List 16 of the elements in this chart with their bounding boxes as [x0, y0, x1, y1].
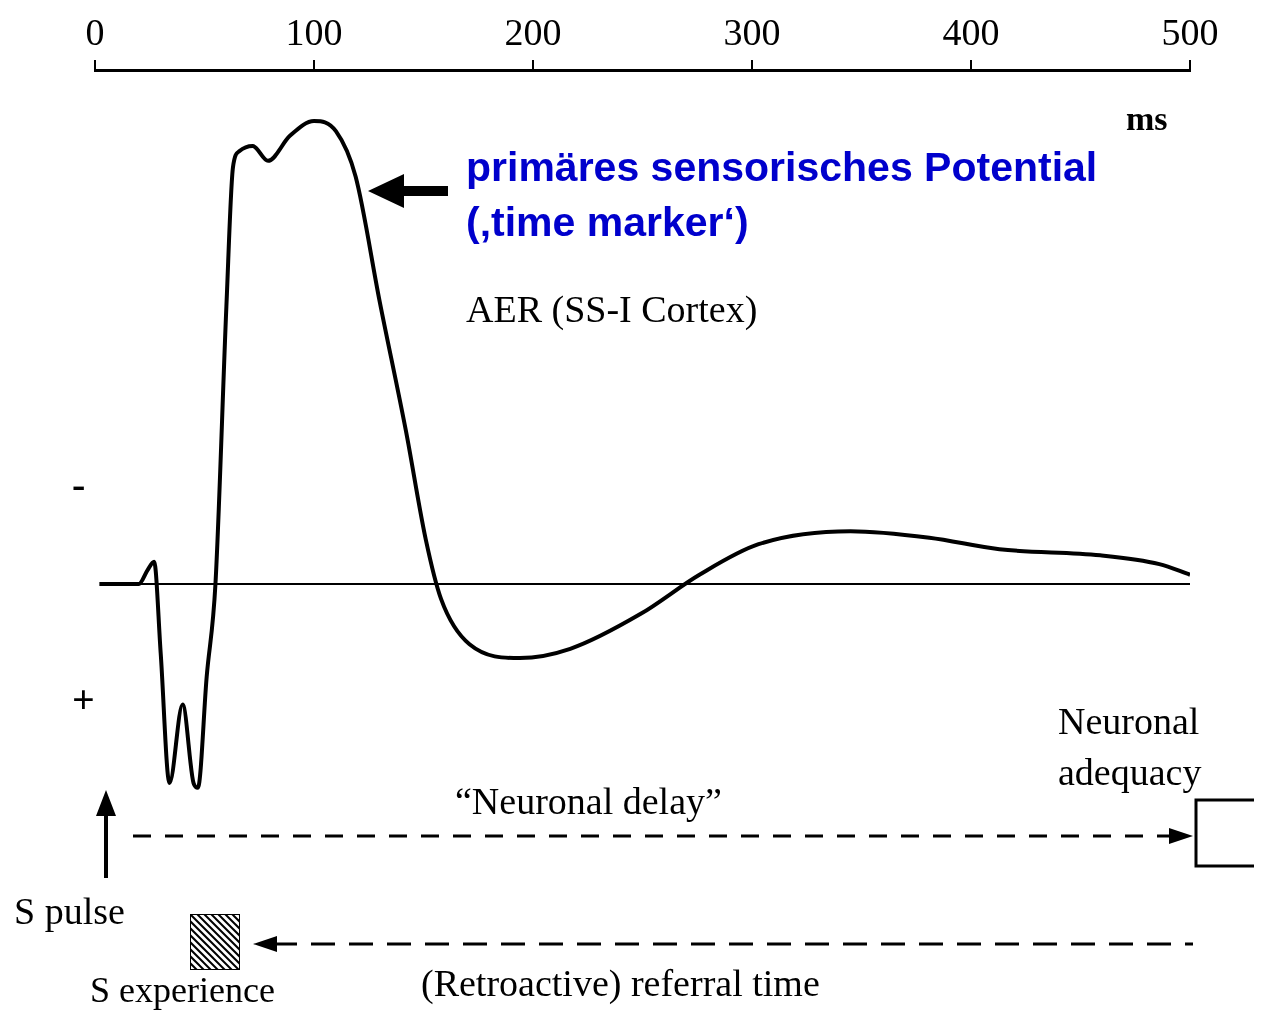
text: (Retroactive) referral time	[421, 961, 820, 1006]
text: S pulse	[14, 889, 125, 934]
x-tick-label: 500	[1161, 11, 1219, 54]
x-tick-label: 100	[285, 11, 343, 54]
text: S experience	[90, 969, 275, 1012]
annotation: “Neuronal delay”	[455, 779, 722, 824]
annotation: primäres sensorisches Potential (‚time marker‘)	[466, 143, 1098, 248]
x-axis-title: ms	[1126, 100, 1168, 138]
x-tick-label: 200	[504, 11, 562, 54]
text: -	[72, 461, 86, 509]
annotation: AER (SS-I Cortex)	[466, 287, 758, 332]
x-tick-label: 300	[723, 11, 781, 54]
annotation: Neuronal adequacy	[1058, 699, 1202, 796]
text: +	[72, 676, 95, 724]
x-tick-label: 400	[942, 11, 1000, 54]
x-tick-label: 0	[85, 11, 105, 54]
